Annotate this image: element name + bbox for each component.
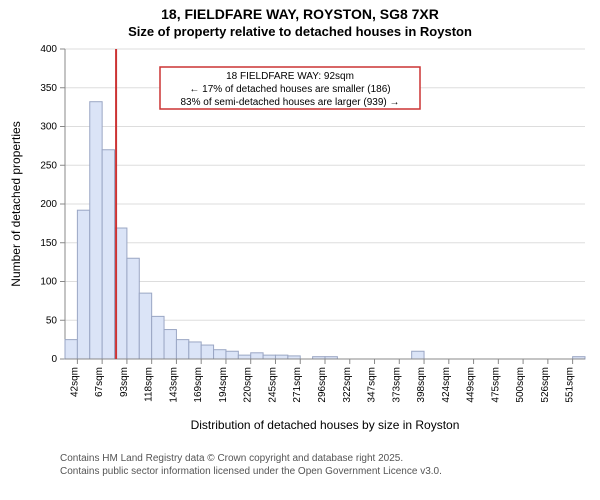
svg-text:449sqm: 449sqm [466,367,477,403]
annotation-line: ← 17% of detached houses are smaller (18… [189,84,390,95]
chart-title-block: 18, FIELDFARE WAY, ROYSTON, SG8 7XR Size… [0,0,600,39]
svg-text:296sqm: 296sqm [317,367,328,403]
svg-text:424sqm: 424sqm [441,367,452,403]
annotation-line: 83% of semi-detached houses are larger (… [180,97,399,108]
histogram-bar [226,351,238,359]
svg-text:200: 200 [40,199,57,210]
chart-container: 0 50 100 150 200 250 300 350 400 42sqm 67sqm 93sqm 1… [0,39,600,449]
svg-text:50: 50 [46,315,58,326]
histogram-bar [127,258,139,359]
histogram-chart: 0 50 100 150 200 250 300 350 400 42sqm 67sqm 93sqm 1… [0,39,600,449]
histogram-bar [189,342,201,359]
svg-text:169sqm: 169sqm [193,367,204,403]
title-line-2: Size of property relative to detached ho… [0,24,600,39]
svg-text:220sqm: 220sqm [243,367,254,403]
svg-text:475sqm: 475sqm [490,367,501,403]
x-axis-label: Distribution of detached houses by size … [191,418,460,432]
svg-text:42sqm: 42sqm [69,367,80,397]
svg-text:398sqm: 398sqm [416,367,427,403]
histogram-bar [139,293,151,359]
svg-text:350: 350 [40,83,57,94]
histogram-bar [214,350,226,359]
svg-text:93sqm: 93sqm [119,367,130,397]
footer-line-1: Contains HM Land Registry data © Crown c… [60,453,600,466]
svg-text:400: 400 [40,44,57,55]
histogram-bar [77,210,89,359]
footer-line-2: Contains public sector information licen… [60,466,600,479]
histogram-bar [263,355,275,359]
title-line-1: 18, FIELDFARE WAY, ROYSTON, SG8 7XR [0,6,600,22]
svg-text:300: 300 [40,122,57,133]
svg-text:150: 150 [40,238,57,249]
histogram-bar [176,340,188,359]
svg-text:245sqm: 245sqm [267,367,278,403]
svg-text:271sqm: 271sqm [292,367,303,403]
svg-text:526sqm: 526sqm [540,367,551,403]
svg-text:500sqm: 500sqm [515,367,526,403]
histogram-bar [65,340,77,359]
y-axis-label: Number of detached properties [9,121,23,286]
histogram-bar [201,345,213,359]
svg-text:551sqm: 551sqm [565,367,576,403]
svg-text:0: 0 [51,354,57,365]
histogram-bar [275,355,287,359]
histogram-bar [238,355,250,359]
histogram-bar [412,351,424,359]
svg-text:194sqm: 194sqm [218,367,229,403]
svg-text:100: 100 [40,277,57,288]
attribution-footer: Contains HM Land Registry data © Crown c… [0,449,600,478]
histogram-bar [152,316,164,359]
histogram-bar [90,102,102,359]
svg-text:143sqm: 143sqm [168,367,179,403]
svg-text:118sqm: 118sqm [144,367,155,402]
svg-text:322sqm: 322sqm [342,367,353,403]
svg-text:347sqm: 347sqm [367,367,378,403]
histogram-bar [164,330,176,359]
svg-text:373sqm: 373sqm [391,367,402,403]
histogram-bar [102,150,114,359]
svg-text:250: 250 [40,160,57,171]
histogram-bar [251,353,263,359]
annotation-line: 18 FIELDFARE WAY: 92sqm [226,71,354,82]
annotation-box: 18 FIELDFARE WAY: 92sqm ← 17% of detached… [160,67,420,109]
svg-text:67sqm: 67sqm [94,367,105,397]
